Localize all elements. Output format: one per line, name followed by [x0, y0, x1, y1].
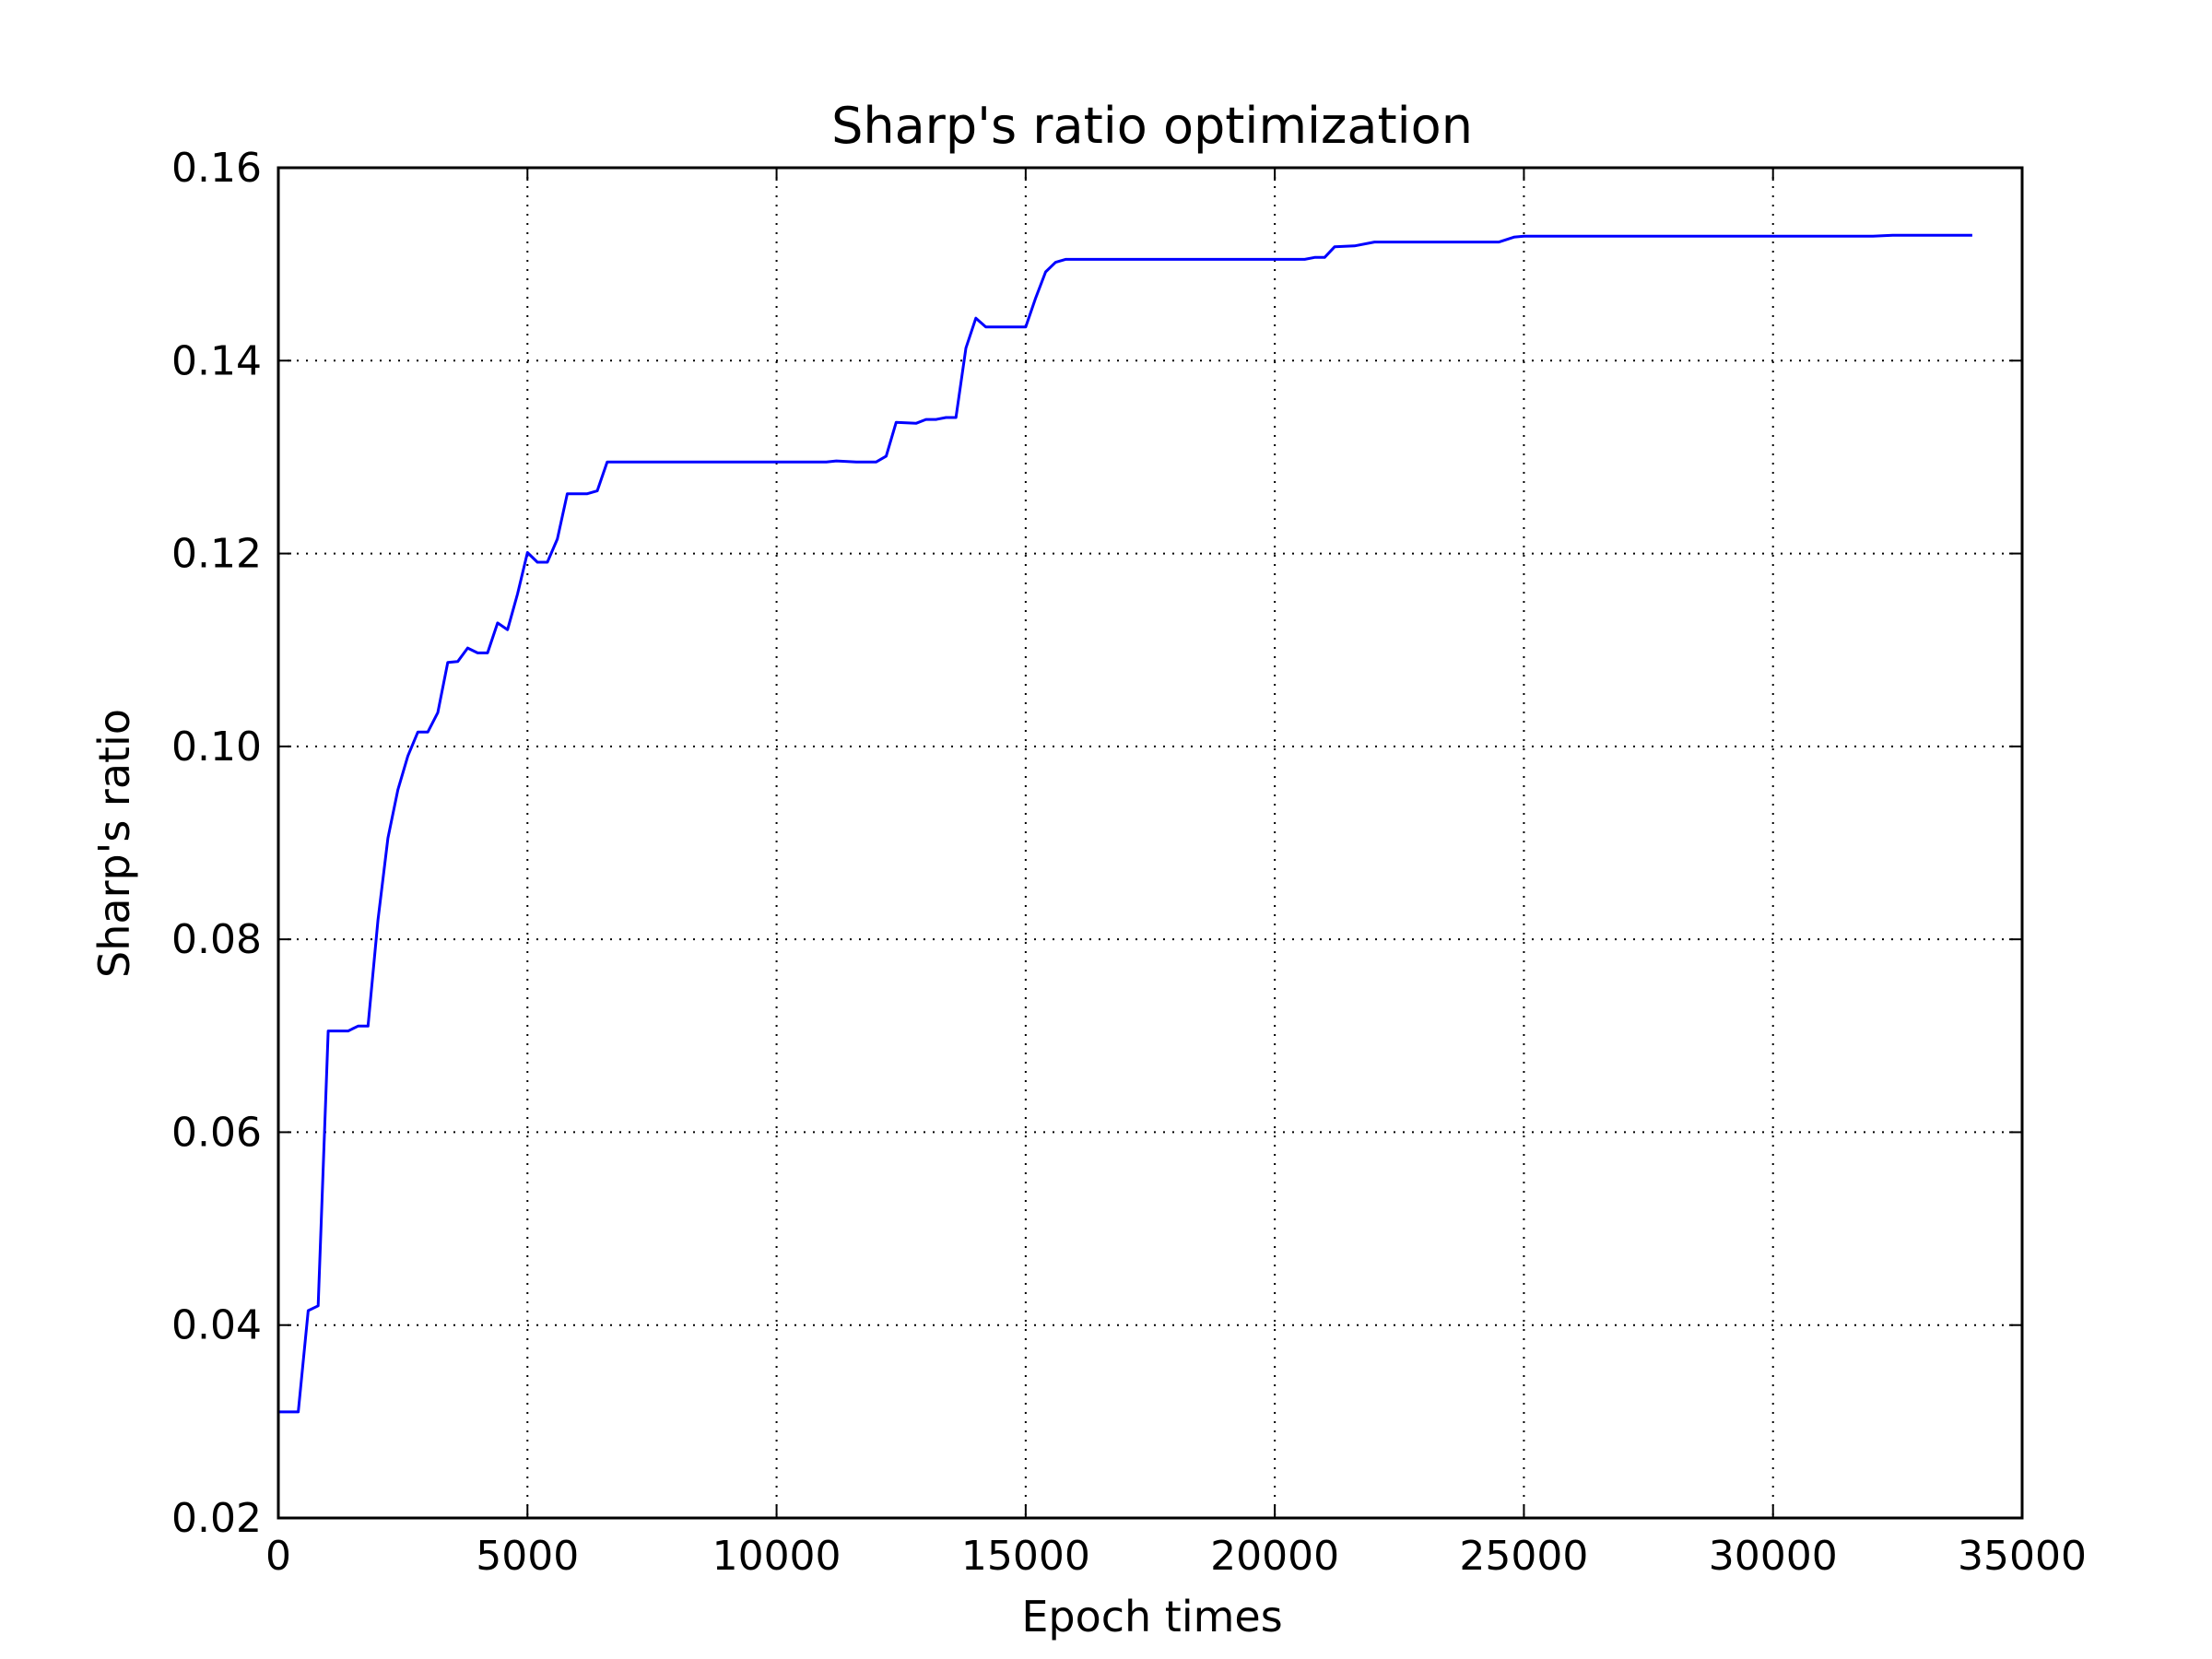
y-tick-label: 0.08 — [171, 916, 262, 963]
x-tick-label: 5000 — [476, 1533, 579, 1580]
x-tick-labels: 0 5000 10000 15000 20000 25000 30000 35000 — [265, 1533, 2087, 1580]
y-tick-label: 0.04 — [171, 1302, 262, 1349]
series-line — [278, 233, 1972, 1414]
x-tick-label: 35000 — [1958, 1533, 2087, 1580]
grid-lines — [278, 168, 2022, 1518]
y-tick-label: 0.06 — [171, 1109, 262, 1156]
chart-title: Sharp's ratio optimization — [831, 97, 1473, 155]
axis-ticks — [277, 167, 2023, 1519]
series-group — [278, 233, 1972, 1414]
x-tick-label: 10000 — [712, 1533, 841, 1580]
x-tick-label: 25000 — [1459, 1533, 1588, 1580]
x-tick-label: 0 — [265, 1533, 291, 1580]
y-tick-labels: 0.02 0.04 0.06 0.08 0.10 0.12 0.14 0.16 — [171, 145, 262, 1542]
y-tick-label: 0.02 — [171, 1495, 262, 1542]
y-tick-label: 0.16 — [171, 145, 262, 192]
x-tick-label: 30000 — [1709, 1533, 1838, 1580]
y-axis-label: Sharp's ratio — [89, 709, 139, 978]
y-tick-label: 0.12 — [171, 531, 262, 578]
x-tick-label: 20000 — [1210, 1533, 1339, 1580]
y-tick-label: 0.14 — [171, 337, 262, 384]
x-axis-label: Epoch times — [1021, 1592, 1282, 1641]
plot-frame — [276, 166, 2024, 1520]
y-tick-label: 0.10 — [171, 724, 262, 771]
x-tick-label: 15000 — [961, 1533, 1090, 1580]
